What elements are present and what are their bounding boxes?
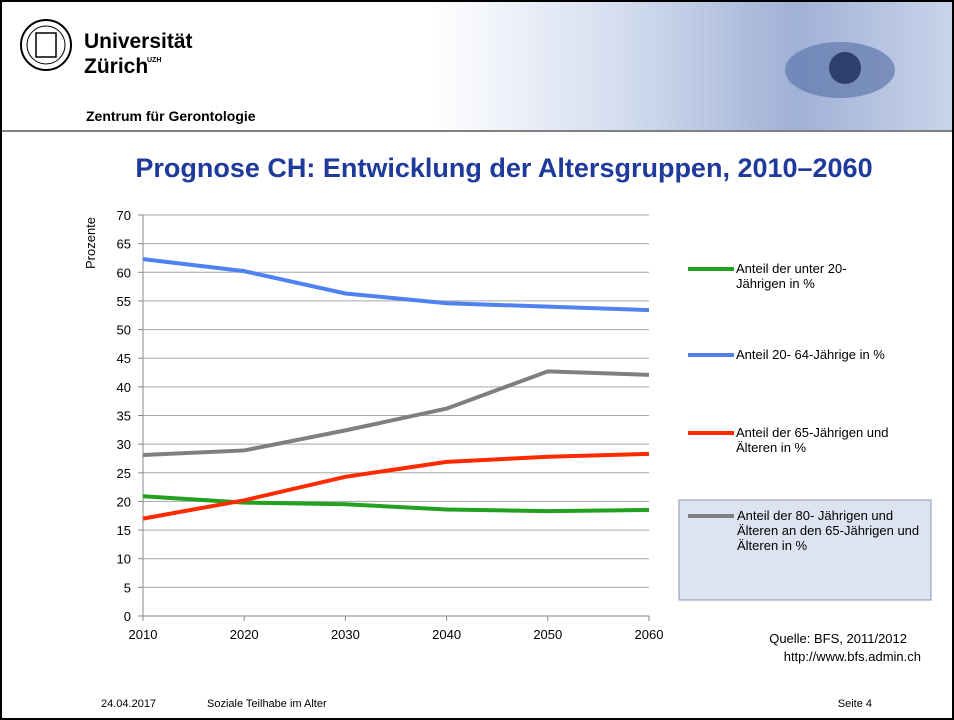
y-tick-label: 0 — [124, 609, 131, 624]
series-line — [142, 451, 650, 521]
legend-label: Anteil der 65-Jährigen und Älteren in % — [736, 425, 889, 455]
y-tick-label: 40 — [117, 380, 131, 395]
y-tick-label: 55 — [117, 294, 131, 309]
x-tick-label: 2050 — [533, 627, 562, 642]
footer-date: 24.04.2017 — [101, 698, 156, 710]
eye-iris — [829, 52, 861, 84]
x-tick-label: 2020 — [230, 627, 259, 642]
y-tick-label: 60 — [117, 265, 131, 280]
footer-page: Seite 4 — [838, 698, 872, 710]
series-line — [142, 257, 650, 313]
y-tick-label: 50 — [117, 323, 131, 338]
legend-label: Anteil der unter 20-Jährigen in % — [736, 261, 847, 291]
university: Universität — [84, 30, 193, 53]
logo-building — [35, 32, 57, 58]
y-tick-label: 70 — [117, 208, 131, 223]
department: Zentrum für Gerontologie — [86, 108, 256, 124]
x-tick-label: 2010 — [129, 627, 158, 642]
city-mark: UZH — [147, 57, 161, 64]
logo — [20, 19, 72, 71]
chart-title: Prognose CH: Entwicklung der Altersgrupp… — [135, 153, 872, 183]
source: Quelle: BFS, 2011/2012 — [769, 631, 907, 646]
city: Zürich — [84, 55, 148, 78]
y-tick-label: 25 — [117, 466, 131, 481]
x-tick-label: 2060 — [635, 627, 664, 642]
y-tick-label: 45 — [117, 351, 131, 366]
y-tick-label: 10 — [117, 552, 131, 567]
x-tick-label: 2040 — [432, 627, 461, 642]
logo-ring — [26, 25, 66, 65]
y-tick-label: 20 — [117, 494, 131, 509]
legend-label: Anteil der 80- Jährigen und Älteren an d… — [737, 508, 920, 553]
series-line — [142, 369, 650, 458]
y-tick-label: 5 — [124, 580, 131, 595]
legend-label: Anteil 20- 64-Jährige in % — [736, 347, 885, 362]
y-tick-label: 30 — [117, 437, 131, 452]
footer-topic: Soziale Teilhabe im Alter — [207, 698, 327, 710]
y-tick-label: 15 — [117, 523, 131, 538]
y-tick-label: 65 — [117, 237, 131, 252]
y-tick-label: 35 — [117, 409, 131, 424]
source-url: http://www.bfs.admin.ch — [784, 649, 921, 664]
x-tick-label: 2030 — [331, 627, 360, 642]
y-axis-label: Prozente — [83, 217, 98, 269]
